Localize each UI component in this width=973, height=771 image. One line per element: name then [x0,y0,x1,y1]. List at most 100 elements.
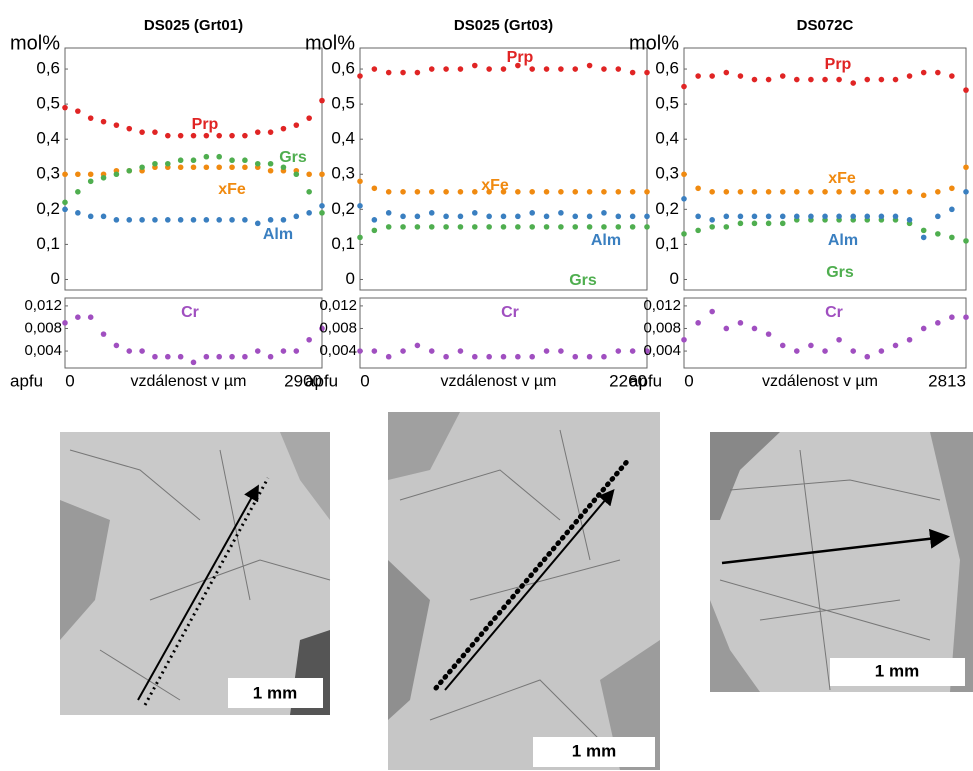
data-point [371,227,378,234]
data-point [357,73,363,79]
data-point [529,224,535,230]
x-tick-label: 0 [65,371,74,390]
series-label: Cr [825,304,843,321]
x-axis-label: vzdálenost v µm [131,373,247,390]
data-point [963,87,969,93]
data-point [242,217,248,223]
data-point [737,73,744,79]
data-point [737,188,744,195]
data-point [822,348,828,354]
data-point [751,213,758,220]
y-tick-label: 0,3 [36,164,60,183]
data-point [267,217,274,223]
data-point [126,348,133,354]
data-point [920,192,927,199]
data-point [472,210,478,216]
data-point [87,314,94,320]
data-point [254,220,261,227]
data-point [62,104,68,111]
data-point [500,188,507,195]
data-point [62,320,68,326]
data-point [695,213,701,220]
data-point [306,188,312,195]
y2-axis-label: apfu [305,371,338,390]
data-point [709,308,715,315]
data-point [892,76,899,83]
data-point [177,157,184,164]
data-point [822,76,828,83]
data-point [500,66,507,72]
data-point [935,188,941,195]
data-point [765,220,772,227]
series-label: xFe [828,170,856,187]
y2-tick-label: 0,012 [24,297,62,314]
data-point [822,188,828,195]
data-point [808,342,814,349]
data-point [529,188,535,195]
data-point [920,325,927,332]
data-point [515,353,521,360]
data-point [681,336,687,343]
data-point [203,164,210,171]
data-point [529,210,535,216]
data-point [737,220,744,227]
data-point [371,217,378,223]
data-point [400,224,406,230]
x-tick-label: 2813 [928,371,966,390]
data-point [615,224,622,230]
data-point [319,171,325,178]
data-point [920,69,927,76]
data-point [428,224,435,230]
data-point [615,66,622,72]
data-point [572,353,579,360]
data-point [414,188,421,195]
data-point [543,224,550,230]
data-point [751,188,758,195]
data-point [751,325,758,332]
y2-axis-label: apfu [629,371,662,390]
data-point [177,353,184,360]
data-point [906,188,913,195]
y-tick-label: 0,3 [331,164,355,183]
data-point [113,217,120,223]
data-point [400,213,406,220]
data-point [229,132,235,139]
data-point [709,224,715,230]
data-point [414,213,421,220]
data-point [190,164,197,171]
data-point [892,188,899,195]
y-axis-label: mol% [629,32,679,54]
y-axis-label: mol% [10,32,60,54]
data-point [486,224,492,230]
data-point [457,213,464,220]
data-point [892,213,899,220]
data-point [190,217,197,223]
data-point [723,213,730,220]
data-point [836,188,842,195]
data-point [229,164,235,171]
data-point [586,213,593,220]
data-point [681,171,687,178]
data-point [543,348,550,354]
data-point [765,213,772,220]
data-point [500,213,507,220]
data-point [949,73,955,79]
data-point [850,188,857,195]
data-point [457,66,464,72]
data-point [935,213,941,220]
data-point [139,217,145,223]
data-point [293,348,300,354]
series-label: Alm [263,226,293,243]
data-point [216,153,222,160]
data-point [709,73,715,79]
data-point [428,188,435,195]
data-point [113,171,120,178]
data-point [681,196,687,202]
x-axis-label: vzdálenost v µm [762,373,878,390]
data-point [267,160,274,167]
data-point [62,199,68,206]
data-point [644,69,650,76]
y-tick-label: 0,4 [655,129,679,148]
data-point [615,188,622,195]
data-point [558,188,564,195]
